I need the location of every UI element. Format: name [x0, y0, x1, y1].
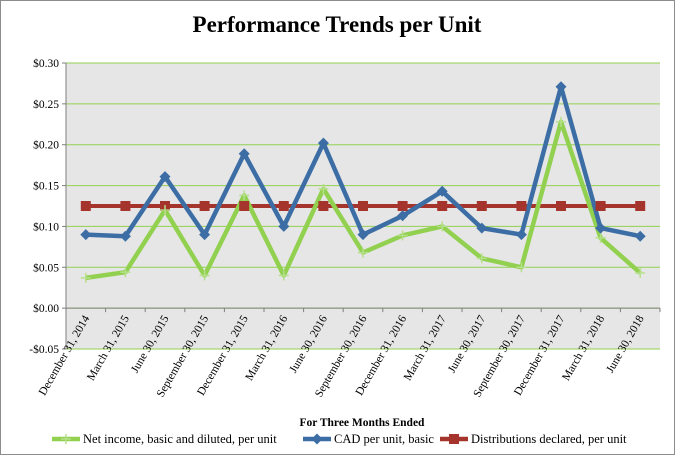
- data-point: [635, 201, 646, 211]
- legend-marker: [449, 434, 459, 444]
- y-tick-label: $0.25: [33, 98, 59, 111]
- data-point: [358, 247, 368, 258]
- data-point: [357, 229, 369, 241]
- data-point: [119, 230, 131, 242]
- data-point: [317, 137, 329, 149]
- data-point: [476, 222, 488, 234]
- data-point: [595, 232, 606, 243]
- data-point: [436, 185, 448, 197]
- legend-marker: [311, 433, 323, 445]
- data-point: [437, 201, 448, 211]
- data-point: [120, 201, 131, 211]
- data-point: [437, 221, 448, 232]
- y-tick-label: -$0.05: [29, 343, 59, 356]
- data-point: [80, 229, 92, 241]
- data-point: [80, 272, 91, 283]
- data-point: [556, 116, 566, 127]
- data-point: [80, 201, 91, 211]
- data-point: [476, 201, 487, 211]
- data-point: [199, 201, 210, 211]
- data-point: [516, 262, 527, 273]
- data-point: [358, 201, 368, 211]
- data-point: [397, 230, 408, 241]
- data-point: [239, 201, 250, 211]
- data-point: [199, 270, 210, 281]
- legend-label-2: CAD per unit, basic: [334, 432, 434, 446]
- y-tick-label: $0.15: [33, 180, 59, 193]
- y-tick-label: $0.20: [33, 139, 59, 152]
- data-point: [635, 268, 646, 279]
- data-point: [556, 201, 566, 211]
- data-point: [476, 253, 487, 264]
- data-point: [278, 270, 289, 281]
- data-point: [397, 210, 409, 222]
- y-tick-label: $0.05: [33, 261, 59, 274]
- y-tick-label: $0.00: [33, 302, 59, 315]
- data-point: [318, 183, 329, 194]
- legend-label-1: Net income, basic and diluted, per unit: [83, 432, 277, 446]
- data-point: [515, 229, 527, 241]
- data-point: [634, 230, 646, 242]
- data-point: [278, 220, 290, 232]
- data-point: [278, 201, 289, 211]
- data-point: [397, 201, 408, 211]
- data-point: [120, 267, 131, 278]
- data-point: [516, 201, 527, 211]
- data-point: [555, 81, 567, 93]
- y-tick-label: $0.30: [33, 57, 59, 70]
- x-axis-label: For Three Months Ended: [300, 417, 426, 429]
- y-tick-label: $0.10: [33, 220, 59, 233]
- data-point: [159, 171, 171, 183]
- data-point: [595, 201, 606, 211]
- data-point: [199, 229, 211, 241]
- data-point: [595, 222, 607, 234]
- chart-title: Performance Trends per Unit: [193, 12, 482, 37]
- data-point: [239, 190, 250, 201]
- data-point: [160, 205, 170, 216]
- legend-label-3: Distributions declared, per unit: [471, 432, 627, 446]
- data-point: [238, 148, 250, 160]
- data-point: [318, 201, 329, 211]
